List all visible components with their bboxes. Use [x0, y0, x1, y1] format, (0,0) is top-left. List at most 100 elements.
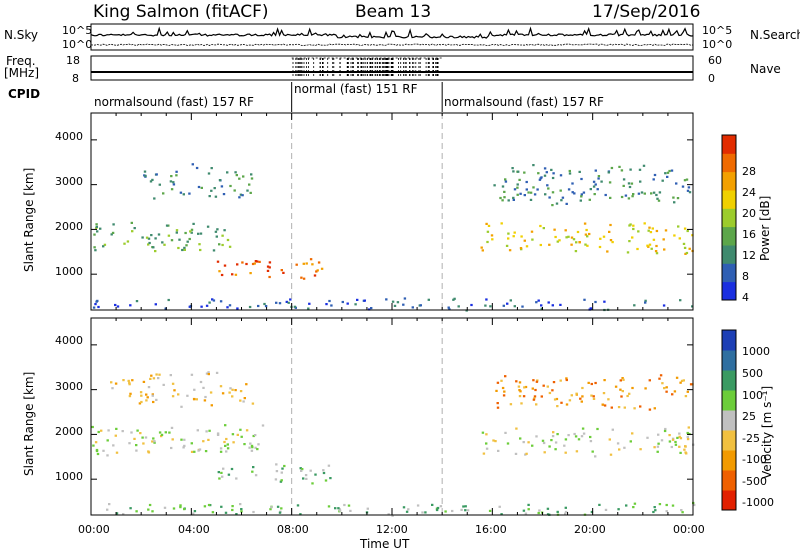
power-cell [208, 301, 211, 304]
power-cell [626, 251, 630, 254]
power-cell [519, 192, 522, 195]
velocity-cell [327, 464, 331, 467]
power-cell [234, 171, 237, 174]
power-cell [683, 227, 687, 230]
velocity-cell [598, 503, 601, 506]
power-cell [313, 274, 317, 277]
velocity-cell [122, 379, 125, 382]
velocity-cell [141, 436, 144, 439]
velocity-cell [485, 447, 489, 450]
velocity-cell [564, 506, 567, 509]
velocity-cell [670, 445, 673, 449]
velocity-cell [190, 450, 194, 453]
power-cell [544, 193, 547, 196]
power-cell [223, 229, 226, 232]
power-cell [546, 184, 549, 187]
power-bar-frame [721, 134, 737, 301]
velocity-cell [221, 475, 224, 478]
power-cell [236, 307, 239, 310]
power-cell [550, 168, 553, 171]
power-cell [293, 305, 297, 308]
power-cell [189, 230, 192, 233]
velocity-cell [149, 377, 152, 380]
velocity-cell [466, 509, 470, 512]
power-cell [248, 183, 251, 186]
power-cell [300, 276, 303, 279]
velocity-cell [686, 431, 689, 435]
power-cell [212, 299, 216, 302]
power-cell [673, 234, 676, 237]
power-cell [164, 307, 167, 310]
velocity-cell [554, 448, 557, 451]
velocity-cell [391, 514, 394, 517]
velocity-cell [581, 427, 585, 430]
power-cell [493, 184, 496, 187]
velocity-cell [224, 424, 227, 427]
power-cell [486, 240, 489, 244]
velocity-cell [648, 379, 651, 382]
nsearch-tick-low: 10^0 [702, 38, 733, 51]
velocity-cell [232, 441, 235, 444]
power-tick-28: 28 [742, 165, 756, 178]
velocity-cell [179, 506, 182, 509]
velocity-cell [622, 378, 625, 381]
velocity-cell [169, 374, 172, 377]
power-cell [251, 262, 255, 266]
power-cell [578, 241, 581, 244]
power-cell [512, 198, 515, 201]
power-cell [561, 196, 565, 199]
power-cell [210, 167, 213, 170]
velocity-cell [224, 444, 227, 447]
velocity-cell [133, 437, 136, 440]
nave-tick-low: 0 [708, 72, 715, 85]
xtick-0800: 08:00 [277, 523, 309, 536]
velocity-cell [152, 437, 155, 440]
power-cell [609, 196, 612, 199]
power-cell [485, 298, 488, 301]
velocity-cell [139, 432, 142, 435]
power-cell [527, 191, 530, 194]
velocity-cell [215, 371, 219, 374]
velocity-cell [147, 386, 151, 389]
velocity-cell [92, 444, 95, 447]
velocity-cell [305, 477, 308, 480]
power-cell [93, 233, 96, 236]
power-cell [586, 244, 589, 247]
velocity-cell [621, 390, 624, 393]
power-cell [677, 225, 680, 228]
power-cell [141, 236, 144, 239]
velocity-cell [239, 390, 243, 393]
power-cell [603, 300, 606, 303]
power-cell [135, 300, 139, 303]
power-cell [576, 230, 580, 234]
velocity-cell [230, 467, 234, 471]
power-cell [585, 228, 588, 232]
power-cell [221, 243, 224, 247]
velocity-cell [239, 503, 242, 506]
velocity-cell [229, 387, 232, 390]
velocity-cell [435, 508, 439, 512]
power-cell [627, 182, 631, 185]
velocity-cell [674, 443, 678, 446]
power-cell [179, 191, 183, 194]
power-cell [96, 230, 99, 233]
power-cell [484, 304, 487, 307]
velocity-cell [280, 479, 283, 482]
velocity-cell [497, 449, 500, 452]
velocity-cell [180, 405, 183, 408]
velocity-cell [532, 398, 536, 401]
velocity-cell [142, 380, 146, 383]
velocity-cell [239, 399, 242, 402]
date-title: 17/Sep/2016 [592, 2, 701, 22]
power-cell [370, 307, 373, 310]
velocity-cell [582, 432, 586, 435]
power-cell [662, 304, 666, 307]
velocity-cell [665, 503, 668, 507]
power-cell [188, 192, 191, 195]
power-cell [246, 189, 249, 192]
velocity-cell [173, 389, 176, 392]
velocity-cell [235, 513, 238, 516]
velocity-region-3 [110, 371, 255, 408]
power-cell [572, 238, 576, 241]
vel-ytick-1000: 1000 [55, 470, 83, 483]
